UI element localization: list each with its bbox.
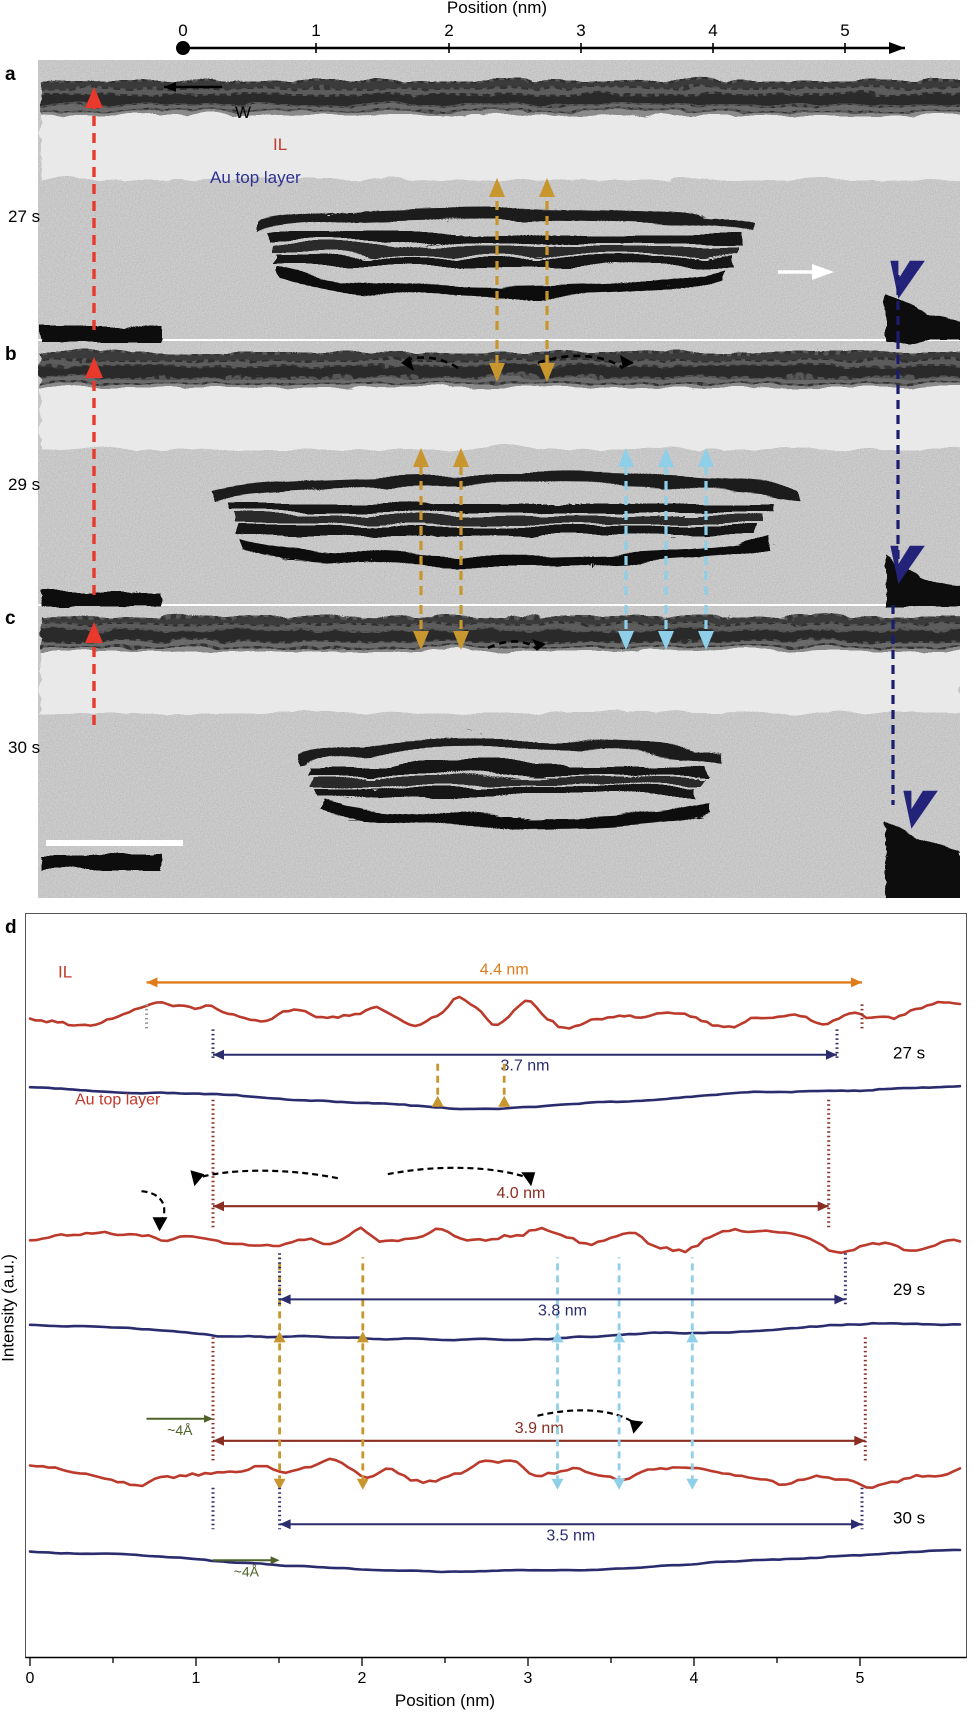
svg-text:3.5 nm: 3.5 nm <box>546 1527 595 1544</box>
svg-text:0: 0 <box>26 1670 35 1687</box>
svg-text:1: 1 <box>311 21 320 40</box>
svg-text:29 s: 29 s <box>893 1280 925 1299</box>
svg-text:W: W <box>235 103 251 122</box>
svg-text:3: 3 <box>576 21 585 40</box>
svg-text:Position (nm): Position (nm) <box>395 1691 495 1710</box>
svg-text:IL: IL <box>273 135 287 154</box>
svg-text:~4Å: ~4Å <box>167 1422 193 1438</box>
svg-text:1: 1 <box>192 1670 201 1687</box>
svg-text:30 s: 30 s <box>893 1509 925 1528</box>
svg-text:5: 5 <box>840 21 849 40</box>
svg-text:4.0 nm: 4.0 nm <box>496 1185 545 1202</box>
svg-text:Au top layer: Au top layer <box>75 1092 161 1109</box>
svg-text:5: 5 <box>856 1670 865 1687</box>
svg-text:Position (nm): Position (nm) <box>447 0 547 17</box>
svg-text:IL: IL <box>58 962 72 981</box>
svg-text:4: 4 <box>708 21 717 40</box>
svg-text:~4Å: ~4Å <box>234 1563 260 1579</box>
svg-text:27 s: 27 s <box>893 1044 925 1063</box>
svg-text:3.7 nm: 3.7 nm <box>501 1058 550 1075</box>
svg-text:2: 2 <box>444 21 453 40</box>
svg-text:Au top layer: Au top layer <box>210 168 301 187</box>
svg-text:2: 2 <box>358 1670 367 1687</box>
svg-text:0: 0 <box>178 21 187 40</box>
svg-text:4: 4 <box>690 1670 699 1687</box>
svg-text:3.8 nm: 3.8 nm <box>538 1302 587 1319</box>
svg-text:3: 3 <box>524 1670 533 1687</box>
svg-text:4.4 nm: 4.4 nm <box>480 961 529 978</box>
